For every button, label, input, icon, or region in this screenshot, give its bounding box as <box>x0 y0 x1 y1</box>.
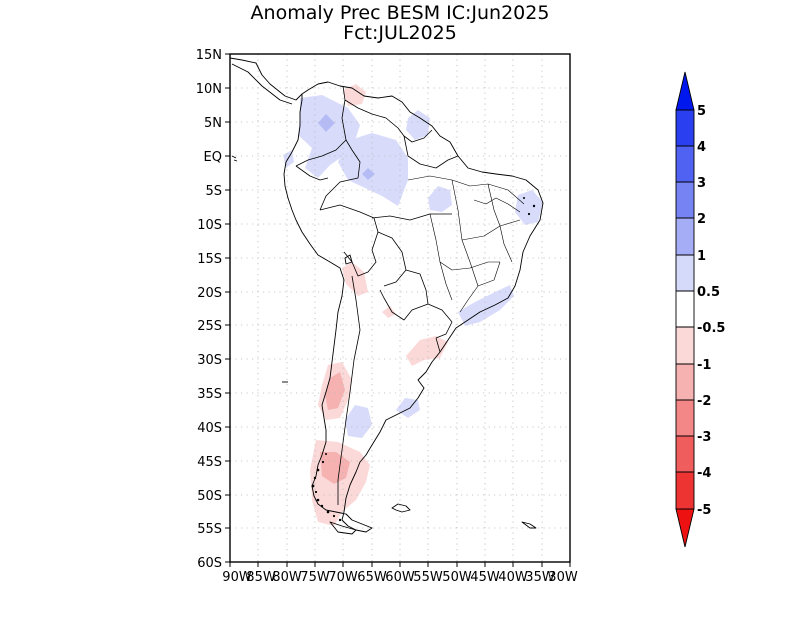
colorbar-label: 1 <box>697 249 706 264</box>
lat-label: 60S <box>197 556 222 571</box>
colorbar-bin <box>676 400 694 436</box>
lake-titicaca <box>344 254 353 265</box>
anomaly-patagonia-core <box>320 452 350 484</box>
colorbar-bin <box>676 146 694 182</box>
anomaly-amazon-mouth <box>283 150 294 168</box>
axis-ticks <box>225 53 571 567</box>
colorbar-label: 5 <box>697 104 706 119</box>
lon-label: 45W <box>470 570 500 585</box>
lon-label: 55W <box>413 570 443 585</box>
colorbar-bin <box>676 291 694 327</box>
anomaly-amazon-core-2 <box>362 168 375 180</box>
colorbar-bin <box>676 255 694 291</box>
chile-fjord-marks <box>311 197 536 522</box>
map-title-line1: Anomaly Prec BESM IC:Jun2025 <box>250 2 550 24</box>
lat-label: 5N <box>204 116 222 131</box>
anomaly-venezuela-dry <box>343 84 366 106</box>
colorbar-label: 3 <box>697 176 706 191</box>
map-title-line2: Fct:JUL2025 <box>343 22 457 44</box>
lon-label: 90W <box>222 570 252 585</box>
colorbar-label: 4 <box>697 140 706 155</box>
lat-label: 25S <box>197 319 222 334</box>
lon-label: 70W <box>328 570 358 585</box>
lat-label: EQ <box>204 150 222 165</box>
colorbar-label: -2 <box>697 394 711 409</box>
lat-label: 45S <box>197 455 222 470</box>
colorbar: 5 4 3 2 1 0.5 -0.5 -1 -2 -3 -4 -5 <box>675 71 725 548</box>
colorbar-label: 2 <box>697 212 706 227</box>
colorbar-bin <box>676 436 694 472</box>
south-georgia <box>521 521 537 529</box>
colorbar-bin <box>676 509 694 547</box>
central-america-coast <box>230 57 303 105</box>
colorbar-bin <box>676 182 694 218</box>
anomaly-central-chile-core <box>325 372 345 410</box>
anomaly-northeast-brazil-coast <box>515 190 543 225</box>
galapagos <box>231 155 238 162</box>
colorbar-label: -4 <box>697 466 711 481</box>
colorbar-label: -0.5 <box>697 321 725 336</box>
colorbar-label: 0.5 <box>697 285 720 300</box>
anomaly-north-chile-dry <box>342 262 368 296</box>
lon-label: 65W <box>357 570 387 585</box>
colorbar-bin <box>676 472 694 509</box>
lon-label: 80W <box>272 570 302 585</box>
anomaly-southeast-brazil-coast <box>458 285 514 326</box>
lon-label: 30W <box>548 570 578 585</box>
anomaly-north-argentina-dry <box>382 306 396 318</box>
anomaly-amazon-core <box>318 114 335 132</box>
colorbar-bin <box>676 72 694 110</box>
lat-label: 20S <box>197 286 222 301</box>
colorbar-label: -5 <box>697 503 711 518</box>
lon-label: 35W <box>525 570 555 585</box>
falkland-islands <box>391 503 411 513</box>
lat-label: 50S <box>197 489 222 504</box>
lon-label: 50W <box>442 570 472 585</box>
anomaly-central-brazil-spot <box>428 186 452 212</box>
colorbar-bin <box>676 218 694 255</box>
lon-label: 60W <box>385 570 415 585</box>
lat-label: 35S <box>197 387 222 402</box>
lon-label: 75W <box>300 570 330 585</box>
tierra-del-fuego <box>329 521 357 535</box>
anomaly-northwest-colombia <box>298 95 360 178</box>
anomaly-south-brazil-dry <box>406 336 448 366</box>
lon-label: 85W <box>246 570 276 585</box>
map-area <box>230 54 570 562</box>
lat-label: 55S <box>197 522 222 537</box>
anomaly-north-amazon <box>338 133 408 206</box>
brazil-state-lines <box>407 175 525 313</box>
south-america-coastline <box>283 81 544 533</box>
lat-label: 40S <box>197 421 222 436</box>
country-borders <box>295 85 459 505</box>
colorbar-bin <box>676 364 694 400</box>
anomaly-guianas <box>406 110 430 140</box>
graticule <box>230 54 570 562</box>
lat-label: 5S <box>205 184 222 199</box>
colorbar-bin <box>676 327 694 364</box>
lat-label: 15S <box>197 252 222 267</box>
anomaly-argentina-pampas-spot <box>345 405 372 438</box>
lon-label: 40W <box>498 570 528 585</box>
lat-label: 15N <box>196 48 222 63</box>
lat-label: 10S <box>197 218 222 233</box>
lat-label: 30S <box>197 353 222 368</box>
colorbar-label: -1 <box>697 358 711 373</box>
colorbar-bin <box>676 110 694 146</box>
lat-label: 10N <box>196 82 222 97</box>
colorbar-label: -3 <box>697 430 711 445</box>
